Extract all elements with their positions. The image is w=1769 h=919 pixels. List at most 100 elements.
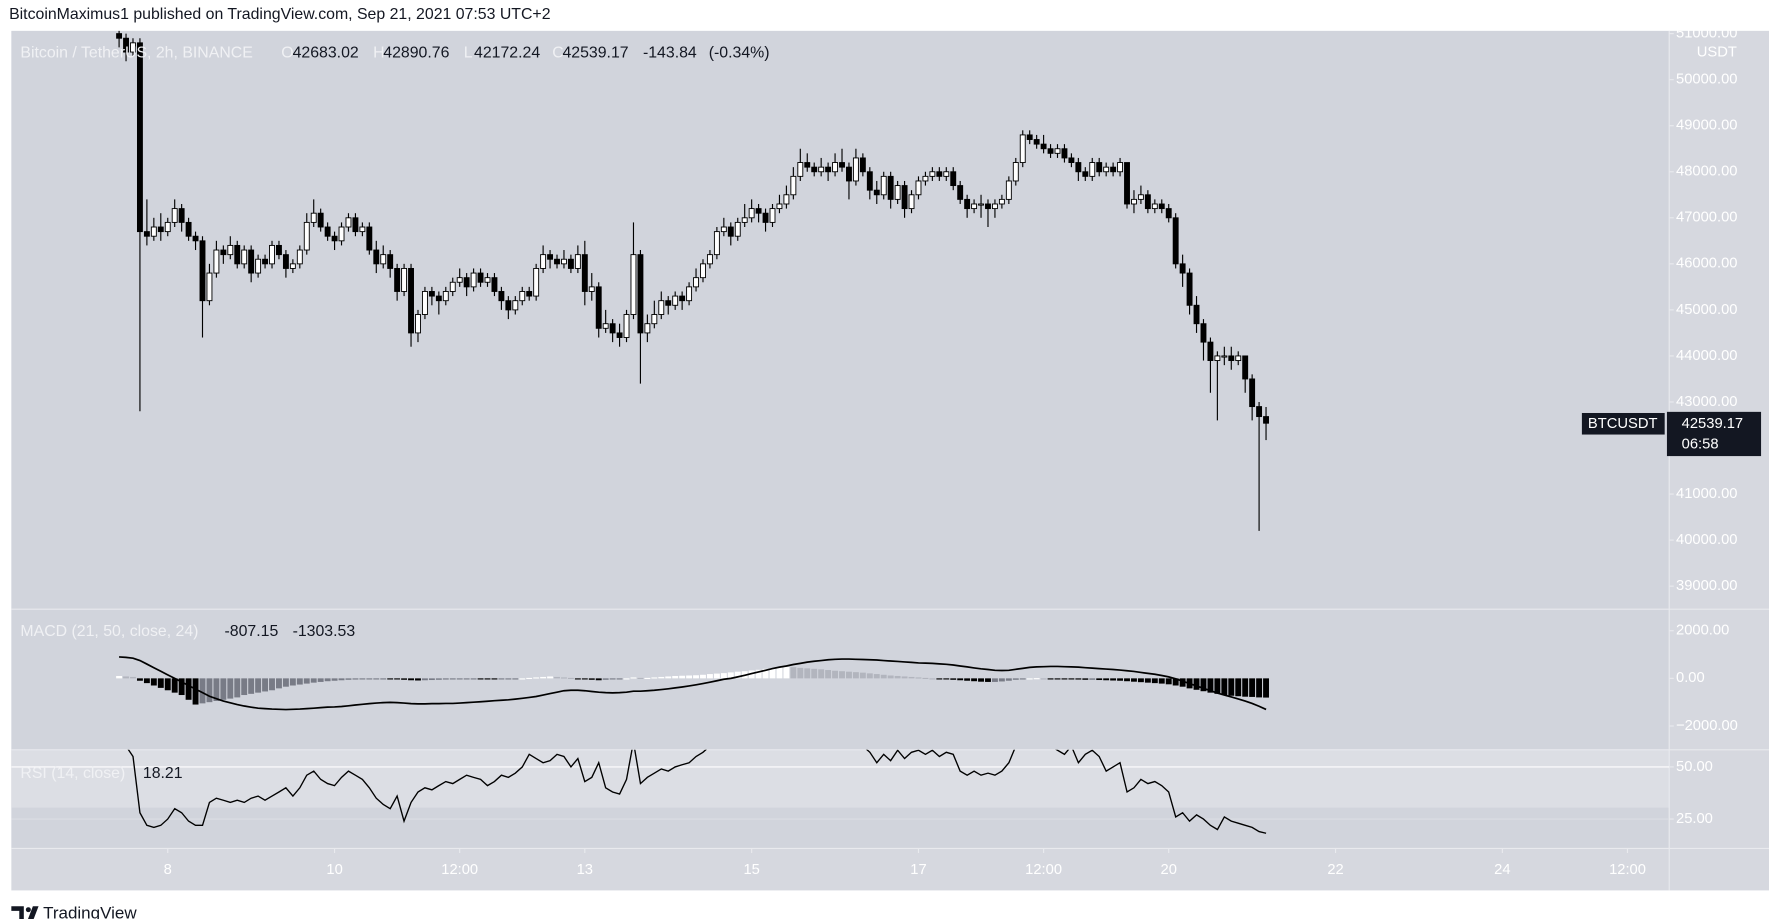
x-tick-label: 15 (743, 862, 759, 878)
macd-histogram-bar (686, 675, 693, 679)
candle-body (150, 226, 157, 237)
macd-histogram-bar (199, 678, 206, 704)
macd-histogram-bar (887, 675, 894, 679)
candle-body (679, 295, 686, 302)
candle-body (873, 189, 880, 196)
macd-histogram-bar (484, 678, 491, 680)
y-tick-label: 0.00 (1676, 670, 1705, 686)
macd-histogram-bar (1137, 678, 1144, 683)
candle-body (630, 254, 637, 315)
candle-body (484, 277, 491, 283)
macd-histogram-bar (588, 678, 595, 680)
macd-histogram-bar (832, 670, 839, 679)
y-tick-label: 39000.00 (1676, 578, 1737, 594)
candle-body (637, 254, 644, 334)
candle-body (561, 258, 567, 265)
candle-body (123, 37, 129, 53)
candle-body (964, 198, 971, 210)
candle-body (616, 332, 623, 338)
macd-histogram-bar (289, 678, 296, 686)
logo-shape (27, 906, 39, 919)
y-tick-label: 50000.00 (1676, 72, 1737, 88)
macd-histogram-bar (394, 678, 401, 680)
rsi-title: RSI (14, close) (20, 765, 125, 782)
y-tick-label: 44000.00 (1676, 348, 1737, 364)
macd-histogram-bar (894, 675, 901, 679)
macd-histogram-bar (130, 676, 136, 679)
last-price-label: BTCUSDT 42539.17 06:58 (1581, 411, 1762, 457)
macd-histogram-bar (1089, 678, 1096, 680)
candle-body (449, 281, 456, 292)
macd-histogram-bar (783, 666, 790, 679)
candle-body (359, 226, 366, 233)
symbol-label: BTCUSDT (1588, 416, 1658, 432)
macd-histogram-bar (609, 678, 616, 680)
candle-body (241, 249, 248, 265)
candle-body (428, 291, 435, 297)
macd-histogram-bar (206, 678, 213, 703)
candle-body (567, 258, 574, 269)
macd-histogram-bar (213, 678, 220, 701)
macd-histogram-bar (797, 667, 804, 679)
macd-histogram-bar (1061, 678, 1068, 680)
candle-body (825, 166, 832, 173)
ohlc-letter: O (281, 45, 293, 62)
candle-body (1117, 162, 1124, 173)
macd-histogram-bar (1054, 678, 1061, 680)
macd-histogram-bar (303, 678, 310, 684)
candle-body (846, 166, 852, 182)
candle-body (282, 254, 289, 269)
macd-histogram-bar (331, 678, 338, 681)
candle-body (693, 277, 699, 288)
candle-body (713, 231, 720, 256)
macd-histogram-bar (512, 678, 519, 680)
macd-histogram-bar (1026, 678, 1033, 680)
candle-body (894, 185, 901, 200)
y-tick-label: 45000.00 (1676, 302, 1737, 318)
candle-body (421, 291, 428, 315)
candle-body (852, 157, 859, 182)
x-tick-label: 12:00 (1609, 862, 1646, 878)
candle-body (310, 212, 317, 223)
macd-histogram-bar (616, 678, 623, 680)
macd-histogram-bar (1235, 678, 1242, 697)
candle-body (269, 244, 275, 265)
macd-histogram-bar (706, 674, 713, 679)
candle-body (804, 162, 811, 168)
macd-histogram-bar (1249, 678, 1256, 697)
candle-body (185, 221, 192, 237)
macd-histogram-bar (150, 678, 157, 686)
candle-body (1137, 194, 1144, 200)
macd-histogram-bar (248, 678, 255, 694)
macd-histogram-bar (755, 669, 762, 679)
high-value: 42890.76 (383, 45, 449, 62)
candle-body (595, 286, 602, 329)
macd-histogram-bar (637, 677, 644, 680)
candle-body (366, 226, 373, 251)
macd-histogram-bar (734, 671, 741, 679)
candle-body (985, 203, 991, 210)
y-tick-label: 49000.00 (1676, 118, 1737, 134)
macd-histogram-bar (929, 678, 936, 680)
candle-body (1207, 341, 1214, 361)
candle-body (324, 226, 331, 237)
candle-body (136, 42, 143, 233)
legend: Bitcoin / TetherUS, 2h, BINANCE O 42683.… (20, 45, 769, 782)
macd-histogram-bar (310, 678, 317, 683)
macd-histogram-bar (623, 678, 630, 680)
candle-body (1186, 272, 1193, 306)
candle-body (1151, 203, 1158, 210)
candle-body (734, 221, 741, 237)
candle-body (1096, 162, 1103, 173)
macd-histogram-bar (1151, 678, 1158, 684)
macd-histogram-bar (713, 673, 720, 679)
macd-histogram-bar (936, 678, 943, 680)
candle-body (505, 300, 512, 311)
candle-body (1026, 134, 1033, 140)
candle-body (581, 254, 588, 292)
candle-body (289, 263, 296, 269)
candle-body (720, 226, 727, 233)
logo-shape (11, 906, 24, 919)
macd-histogram-bar (143, 678, 150, 684)
